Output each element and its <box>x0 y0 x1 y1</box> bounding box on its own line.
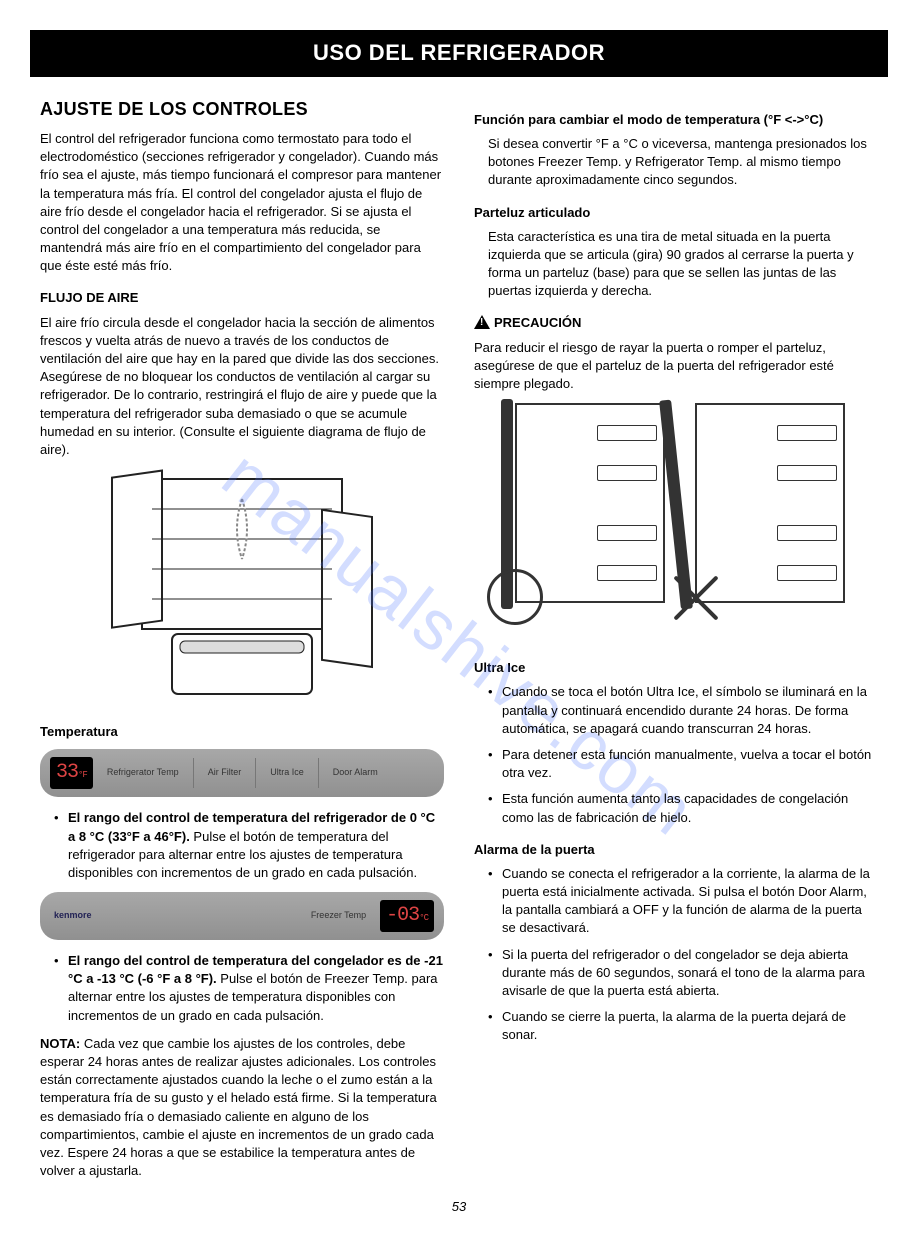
freezer-temp-display: -03°C <box>380 900 434 932</box>
nota-label: NOTA: <box>40 1036 80 1051</box>
page-number: 53 <box>40 1198 878 1216</box>
funcion-paragraph: Si desea convertir °F a °C o viceversa, … <box>474 135 878 190</box>
right-column: Función para cambiar el modo de temperat… <box>474 97 878 1191</box>
alarma-item: Cuando se cierre la puerta, la alarma de… <box>488 1008 878 1044</box>
divider <box>193 758 194 788</box>
left-column: AJUSTE DE LOS CONTROLES El control del r… <box>40 97 444 1191</box>
door-diagram-incorrect <box>681 403 851 643</box>
subheading-flujo: FLUJO DE AIRE <box>40 289 444 307</box>
flujo-paragraph: El aire frío circula desde el congelador… <box>40 314 444 460</box>
precaucion-label: PRECAUCIÓN <box>494 315 581 330</box>
ultra-ice-item: Esta función aumenta tanto las capacidad… <box>488 790 878 826</box>
warning-icon <box>474 315 490 329</box>
nota-text: Cada vez que cambie los ajustes de los c… <box>40 1036 437 1178</box>
alarma-item: Si la puerta del refrigerador o del cong… <box>488 946 878 1001</box>
x-mark-icon <box>671 573 721 623</box>
intro-paragraph: El control del refrigerador funciona com… <box>40 130 444 276</box>
freezer-temp-label: Freezer Temp <box>307 911 370 921</box>
nota-paragraph: NOTA: Cada vez que cambie los ajustes de… <box>40 1035 444 1181</box>
subheading-ultra-ice: Ultra Ice <box>474 659 878 677</box>
refrig-temp-label: Refrigerator Temp <box>103 768 183 778</box>
door-alarm-label: Door Alarm <box>329 768 382 778</box>
content-columns: AJUSTE DE LOS CONTROLES El control del r… <box>40 97 878 1191</box>
brand-label: kenmore <box>50 911 96 921</box>
unit-f: °F <box>78 770 87 780</box>
control-panel-freezer: kenmore Freezer Temp -03°C <box>40 892 444 940</box>
ultra-ice-label: Ultra Ice <box>266 768 308 778</box>
ultra-ice-list: Cuando se toca el botón Ultra Ice, el sí… <box>474 683 878 826</box>
airflow-diagram-container <box>40 469 444 709</box>
temp-bullet-freezer: El rango del control de temperatura del … <box>54 952 444 1025</box>
subheading-parteluz: Parteluz articulado <box>474 204 878 222</box>
door-diagrams <box>474 403 878 643</box>
section-heading-ajuste: AJUSTE DE LOS CONTROLES <box>40 97 444 122</box>
precaucion-paragraph: Para reducir el riesgo de rayar la puert… <box>474 339 878 394</box>
door-diagram-correct <box>501 403 671 643</box>
subheading-alarma: Alarma de la puerta <box>474 841 878 859</box>
divider <box>318 758 319 788</box>
ultra-ice-item: Para detener esta función manualmente, v… <box>488 746 878 782</box>
refrig-temp-display: 33°F <box>50 757 93 789</box>
subheading-precaucion: PRECAUCIÓN <box>474 314 878 332</box>
divider <box>255 758 256 788</box>
circle-mark-icon <box>487 569 543 625</box>
alarma-list: Cuando se conecta el refrigerador a la c… <box>474 865 878 1045</box>
freezer-temp-digits: -03 <box>386 904 419 927</box>
page-header: USO DEL REFRIGERADOR <box>30 30 888 77</box>
temp-bullet-refrig: El rango del control de temperatura del … <box>54 809 444 882</box>
subheading-funcion: Función para cambiar el modo de temperat… <box>474 111 878 129</box>
refrig-temp-digits: 33 <box>56 761 78 784</box>
parteluz-paragraph: Esta característica es una tira de metal… <box>474 228 878 301</box>
alarma-item: Cuando se conecta el refrigerador a la c… <box>488 865 878 938</box>
temp-bullets-1: El rango del control de temperatura del … <box>40 809 444 882</box>
subheading-temperatura: Temperatura <box>40 723 444 741</box>
ultra-ice-item: Cuando se toca el botón Ultra Ice, el sí… <box>488 683 878 738</box>
control-panel-refrigerator: 33°F Refrigerator Temp Air Filter Ultra … <box>40 749 444 797</box>
fridge-airflow-diagram <box>102 469 382 709</box>
air-filter-label: Air Filter <box>204 768 246 778</box>
unit-c: °C <box>419 913 428 923</box>
temp-bullets-2: El rango del control de temperatura del … <box>40 952 444 1025</box>
